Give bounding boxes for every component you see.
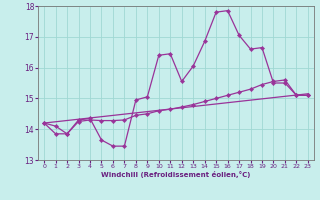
X-axis label: Windchill (Refroidissement éolien,°C): Windchill (Refroidissement éolien,°C) xyxy=(101,171,251,178)
